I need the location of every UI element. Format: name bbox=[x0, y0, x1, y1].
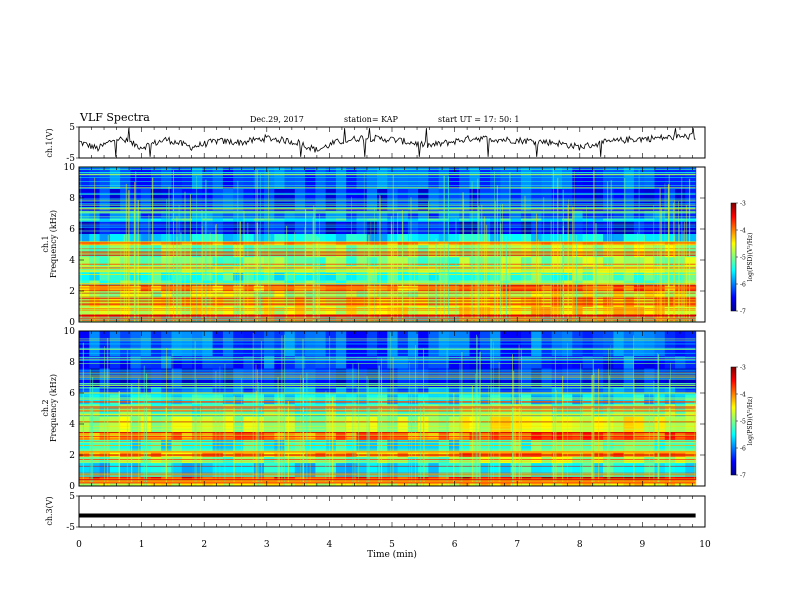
x-tick-label: 0 bbox=[76, 540, 82, 550]
x-tick-label: 2 bbox=[201, 540, 207, 550]
y-tick-label: 5 bbox=[69, 492, 75, 502]
y-tick-label: 6 bbox=[69, 225, 75, 235]
x-tick-label: 8 bbox=[577, 540, 583, 550]
ch1-colorbar: -3 -4 -5 -6 -7 log(PSD)(V²/Hz) bbox=[730, 201, 754, 316]
x-tick-labels: 0 1 2 3 4 5 6 7 8 9 10 bbox=[76, 540, 711, 550]
y-tick-label: 8 bbox=[69, 358, 75, 368]
colorbar-tick-label: -3 bbox=[740, 365, 746, 372]
y-tick-label: 10 bbox=[64, 327, 76, 337]
station-label: station= KAP bbox=[344, 115, 399, 124]
ch2-spectrogram-image bbox=[79, 331, 697, 487]
x-tick-label: 7 bbox=[514, 540, 520, 550]
ch1-spectrogram-ylabel: ch.1Frequency (kHz) bbox=[41, 210, 58, 278]
colorbar-tick-label: -4 bbox=[740, 392, 746, 399]
x-axis-label: Time (min) bbox=[367, 549, 417, 560]
y-tick-label: -5 bbox=[66, 154, 75, 164]
y-tick-label: 2 bbox=[69, 287, 75, 297]
y-tick-label: 6 bbox=[69, 389, 75, 399]
y-tick-label: 0 bbox=[69, 482, 75, 492]
ch3-waveform-ylabel: ch.3(V) bbox=[45, 496, 54, 525]
colorbar-tick-label: -5 bbox=[740, 419, 746, 426]
y-tick-label: -5 bbox=[66, 523, 75, 533]
x-tick-label: 6 bbox=[452, 540, 458, 550]
y-tick-label: 4 bbox=[69, 420, 75, 430]
colorbar-tick-label: -6 bbox=[740, 282, 746, 289]
colorbar-tick-label: -6 bbox=[740, 446, 746, 453]
y-tick-label: 4 bbox=[69, 256, 75, 266]
date-label: Dec.29, 2017 bbox=[250, 115, 304, 124]
ch2-spectrogram-panel bbox=[78, 330, 706, 487]
y-tick-label: 8 bbox=[69, 194, 75, 204]
start-time-label: start UT = 17: 50: 1 bbox=[438, 115, 519, 124]
y-tick-label: 5 bbox=[69, 123, 75, 133]
colorbar-tick-label: -7 bbox=[740, 473, 746, 480]
x-tick-label: 10 bbox=[699, 540, 711, 550]
x-tick-label: 3 bbox=[264, 540, 270, 550]
ch2-spectrogram-ylabel: ch.2Frequency (kHz) bbox=[41, 374, 58, 442]
x-tick-label: 1 bbox=[139, 540, 145, 550]
ch1-waveform-panel bbox=[78, 126, 706, 159]
ch3-waveform-panel bbox=[78, 495, 706, 528]
y-tick-label: 2 bbox=[69, 451, 75, 461]
colorbar-tick-label: -7 bbox=[740, 309, 746, 316]
x-tick-label: 9 bbox=[640, 540, 646, 550]
colorbar-tick-label: -5 bbox=[740, 255, 746, 262]
y-tick-label: 10 bbox=[64, 163, 76, 173]
ch2-colorbar: -3 -4 -5 -6 -7 log(PSD)(V²/Hz) bbox=[730, 365, 754, 480]
colorbar-tick-label: -4 bbox=[740, 228, 746, 235]
ch2-colorbar-label: log(PSD)(V²/Hz) bbox=[747, 397, 754, 446]
x-tick-label: 5 bbox=[389, 540, 395, 550]
ch1-spectrogram-image bbox=[79, 167, 697, 323]
figure-title: VLF Spectra bbox=[79, 111, 150, 124]
colorbar-tick-label: -3 bbox=[740, 201, 746, 208]
ch1-waveform-line bbox=[78, 128, 696, 157]
y-tick-label: 0 bbox=[69, 318, 75, 328]
ch1-waveform-ylabel: ch.1(V) bbox=[45, 128, 54, 157]
x-tick-label: 4 bbox=[327, 540, 333, 550]
ch1-spectrogram-panel bbox=[78, 166, 706, 323]
ch1-colorbar-label: log(PSD)(V²/Hz) bbox=[747, 233, 754, 282]
